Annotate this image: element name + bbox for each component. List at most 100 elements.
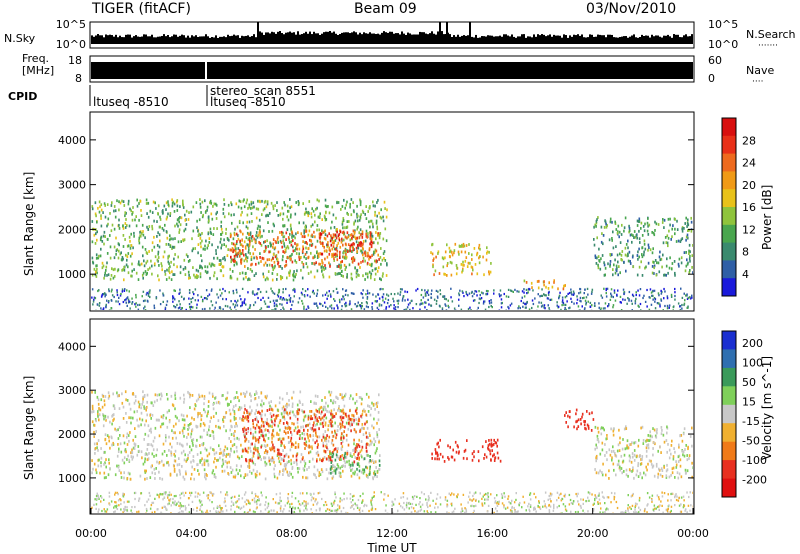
data-cell [317,453,320,457]
data-cell [99,471,101,475]
data-cell [295,458,298,462]
data-cell [333,257,335,260]
data-cell [201,394,203,398]
data-cell [232,475,235,479]
data-cell [116,293,119,297]
data-cell [359,215,362,219]
data-cell [103,476,106,480]
data-cell [303,428,305,432]
data-cell [279,239,282,243]
data-cell [301,302,304,305]
data-cell [433,298,436,301]
data-cell [114,427,116,431]
data-cell [612,246,615,250]
data-cell [184,218,187,222]
data-cell [215,465,217,469]
data-cell [91,407,94,411]
data-cell [155,297,158,300]
data-cell [284,248,287,252]
data-cell [382,252,385,255]
data-cell [485,258,488,262]
data-cell [95,419,97,423]
data-cell [211,288,213,291]
data-cell [240,474,242,478]
data-cell [250,431,252,435]
data-cell [241,304,243,307]
data-cell [239,200,242,203]
data-cell [266,450,269,454]
data-cell [161,211,164,215]
data-cell [199,233,202,237]
data-cell [142,400,144,404]
data-cell [269,250,272,254]
data-cell [222,415,225,419]
data-cell [340,208,342,211]
data-cell [114,215,117,219]
data-cell [332,290,335,293]
data-cell [324,293,327,296]
data-cell [275,303,278,306]
data-cell [336,396,338,400]
data-cell [261,234,263,238]
data-cell [193,293,195,296]
data-cell [460,250,463,254]
data-cell [305,424,307,428]
data-cell [96,267,98,271]
data-cell [174,289,176,292]
data-cell [563,284,565,288]
data-cell [336,463,339,466]
data-cell [252,436,254,440]
data-cell [199,275,202,279]
data-cell [638,305,640,308]
data-cell [313,421,315,425]
data-cell [127,265,129,269]
data-cell [230,213,233,217]
data-cell [244,435,246,439]
data-cell [319,234,321,238]
data-cell [101,405,104,409]
data-cell [99,408,102,412]
data-cell [478,246,480,250]
data-cell [602,242,604,246]
data-cell [359,228,362,232]
data-cell [268,263,271,267]
data-cell [599,267,602,271]
data-cell [363,468,366,472]
data-cell [314,428,317,432]
data-cell [259,455,261,458]
data-cell [287,441,290,444]
data-cell [290,240,293,243]
data-cell [239,229,241,233]
data-cell [130,274,132,278]
data-cell [279,452,281,456]
data-cell [629,233,632,237]
data-cell [436,457,438,461]
data-cell [330,471,332,475]
data-cell [234,245,237,249]
data-cell [158,278,160,282]
data-cell [619,271,621,275]
data-cell [371,424,373,428]
data-cell [328,211,331,215]
data-cell [324,438,326,442]
data-cell [341,440,344,443]
data-cell [159,239,161,243]
data-cell [330,424,333,428]
data-cell [95,309,97,310]
data-cell [331,307,333,310]
data-cell [287,431,289,434]
data-cell [347,422,350,425]
data-cell [245,432,248,435]
data-cell [109,234,111,237]
data-cell [538,301,540,304]
data-cell [151,264,153,268]
data-cell [215,401,218,405]
data-cell [128,235,131,239]
data-cell [287,209,290,213]
data-cell [289,297,292,300]
data-cell [324,237,327,241]
data-cell [321,269,323,273]
data-cell [295,252,298,255]
data-cell [288,271,290,275]
data-cell [98,200,101,204]
